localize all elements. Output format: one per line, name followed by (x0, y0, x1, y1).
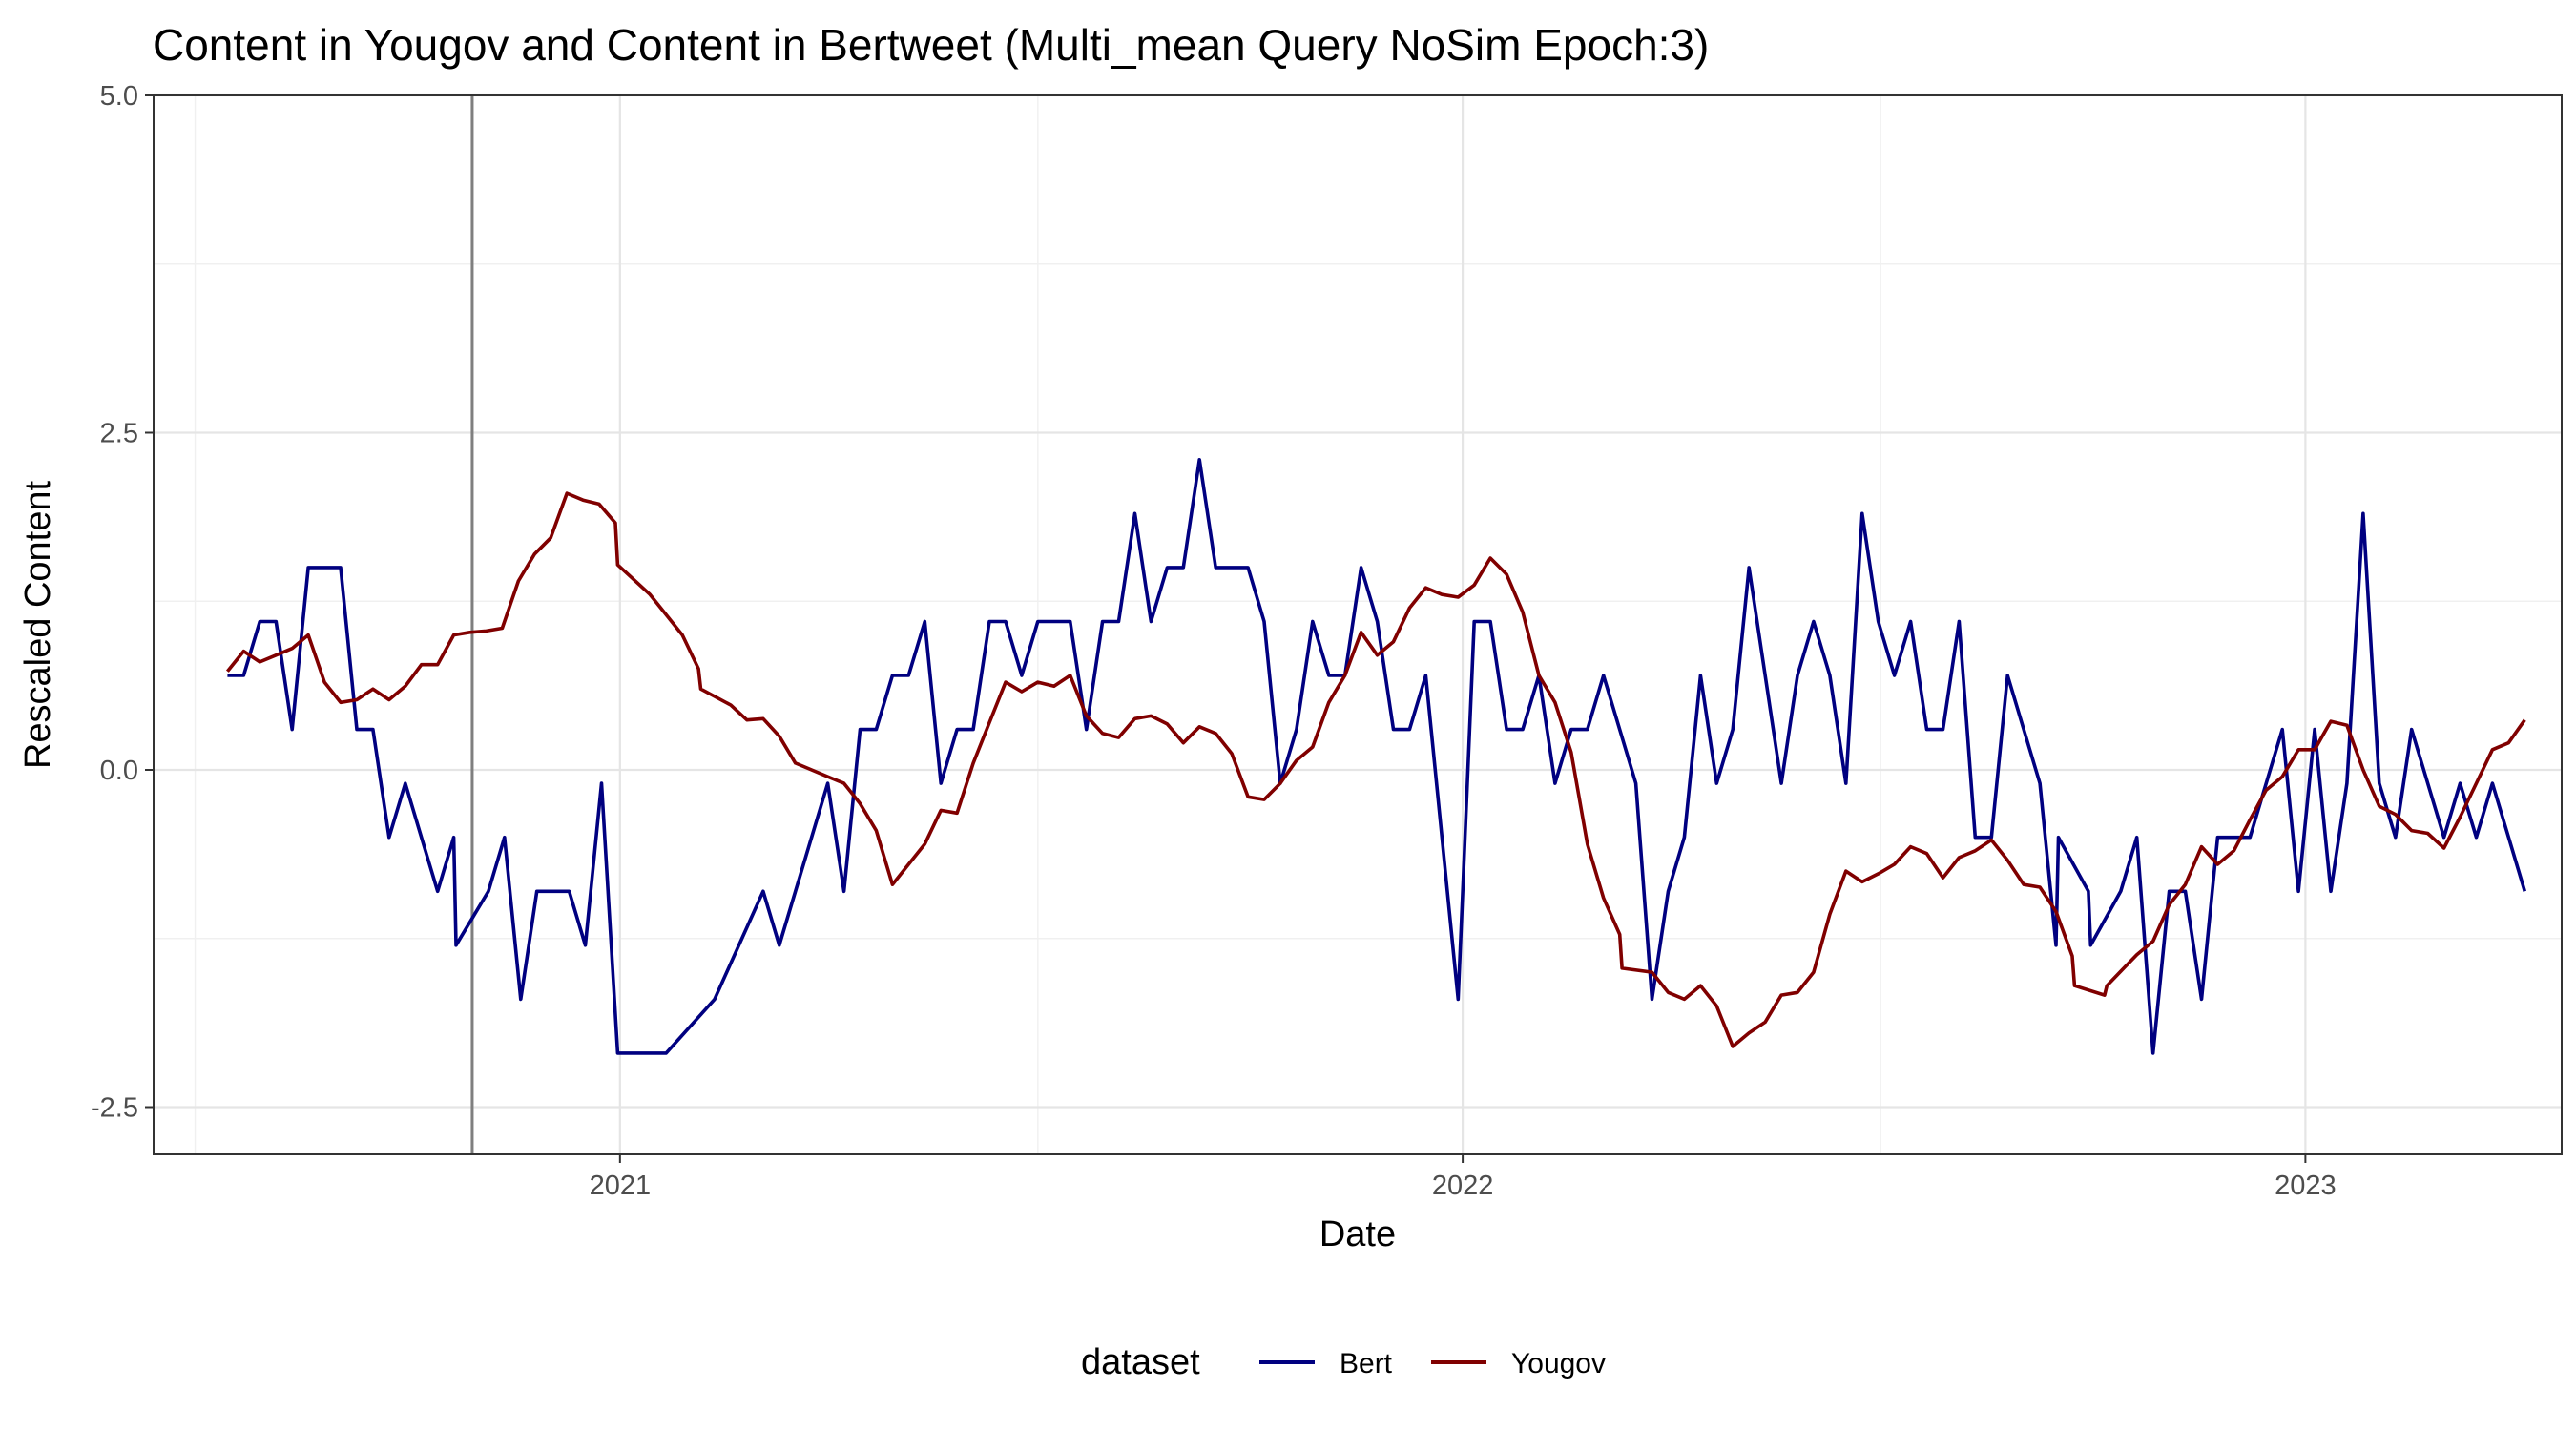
series-layer (225, 458, 2527, 1055)
x-axis: 2021 2022 2023 (590, 1154, 2337, 1201)
legend-label-yougov: Yougov (1511, 1348, 1606, 1379)
legend: dataset Bert Yougov (1081, 1342, 1606, 1382)
x-axis-title: Date (1319, 1214, 1396, 1255)
x-tick-label: 2022 (1432, 1171, 1494, 1201)
x-tick-label: 2021 (590, 1171, 652, 1201)
y-axis-title: Rescaled Content (18, 481, 58, 770)
y-tick-label: -2.5 (91, 1093, 138, 1124)
y-tick-label: 5.0 (100, 81, 138, 112)
plot-panel-border (153, 94, 2563, 1155)
y-tick-label: 2.5 (100, 419, 138, 449)
series-line-bert (227, 458, 2527, 1055)
legend-label-bert: Bert (1340, 1348, 1393, 1379)
legend-title: dataset (1081, 1342, 1200, 1382)
x-tick-label: 2023 (2275, 1171, 2337, 1201)
y-tick-label: 0.0 (100, 756, 138, 786)
series-line-yougov (225, 491, 2526, 1048)
y-axis: -2.5 0.0 2.5 5.0 (91, 81, 154, 1124)
chart-title: Content in Yougov and Content in Bertwee… (153, 20, 1709, 70)
